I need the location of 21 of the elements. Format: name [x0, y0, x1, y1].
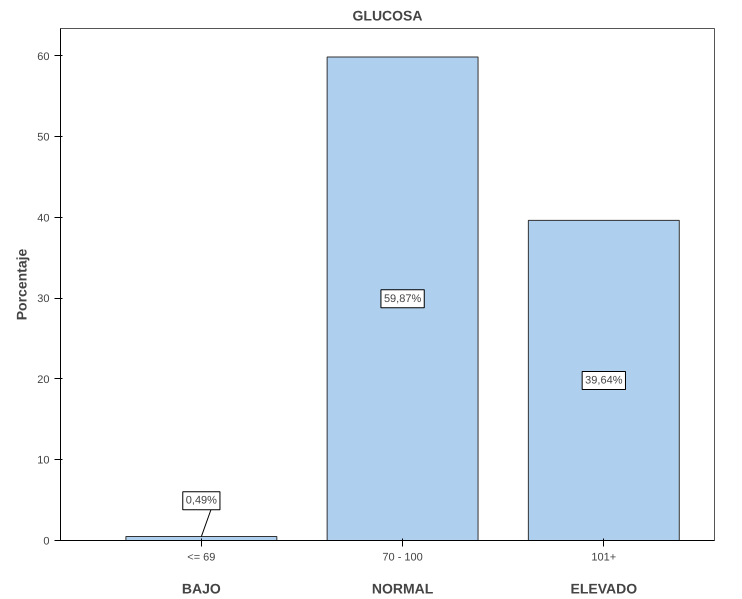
- data-label: 0,49%: [186, 494, 218, 507]
- text: ELEVADO: [570, 580, 638, 596]
- chart-title: GLUCOSA: [352, 8, 422, 24]
- y-tick-label: 50: [37, 132, 50, 144]
- y-axis-title: Porcentaje: [13, 248, 30, 320]
- bar: [125, 536, 278, 540]
- bar: [326, 56, 479, 540]
- x-tick-label: 70 - 100: [382, 552, 423, 564]
- y-tick-label: 10: [37, 454, 50, 467]
- y-tick-label: 30: [37, 293, 50, 306]
- bar: [528, 220, 680, 540]
- x-tick-label: 101+: [591, 552, 616, 564]
- y-tick-label: 60: [37, 50, 50, 63]
- x-tick-label: <= 69: [187, 552, 216, 564]
- data-label: 39,64%: [585, 374, 623, 386]
- y-tick-label: 40: [37, 212, 50, 224]
- data-label: 59,87%: [384, 292, 422, 305]
- text: BAJO: [182, 580, 221, 596]
- y-tick-label: 0: [43, 536, 50, 548]
- text: NORMAL: [372, 580, 434, 596]
- y-tick-label: 20: [37, 374, 50, 386]
